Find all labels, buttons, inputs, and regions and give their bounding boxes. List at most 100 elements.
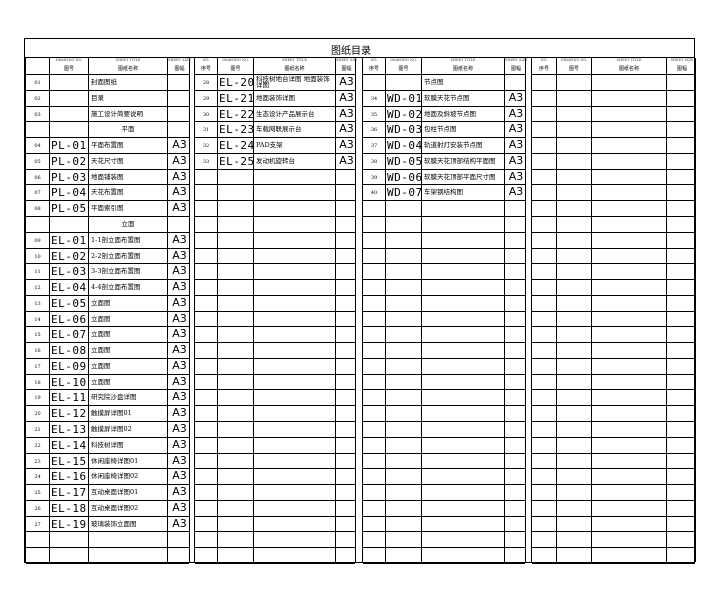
table-row bbox=[363, 548, 525, 564]
cell-no: 28 bbox=[195, 75, 218, 90]
cell-title bbox=[422, 374, 505, 390]
cell-no bbox=[363, 75, 386, 90]
cell-size: A3 bbox=[172, 185, 187, 199]
cell-size: A3 bbox=[172, 153, 187, 167]
cell-size bbox=[667, 107, 697, 122]
header-cn-label: 序号 bbox=[200, 66, 211, 72]
cell-size bbox=[505, 312, 527, 327]
header-cn-label: 序号 bbox=[368, 66, 379, 72]
cell-no: 23 bbox=[26, 453, 50, 469]
cell-size bbox=[336, 469, 357, 484]
cell-drawing: EL-18 bbox=[50, 500, 89, 516]
cell-drawing: PL-04 bbox=[50, 185, 89, 201]
header-size: SHEET SIZE 图幅 bbox=[336, 58, 357, 74]
cell-drawing: EL-24 bbox=[219, 138, 254, 153]
cell-no bbox=[363, 422, 386, 437]
cell-no bbox=[532, 516, 557, 532]
cell-size bbox=[336, 548, 357, 563]
table-row bbox=[532, 390, 697, 407]
cell-no: 12 bbox=[26, 280, 50, 295]
cell-title bbox=[422, 280, 505, 295]
cell-drawing bbox=[557, 390, 592, 406]
cell-size bbox=[336, 406, 357, 421]
table-row: 01 封面图纸 bbox=[26, 75, 189, 91]
cell-title: 立面图 bbox=[89, 374, 168, 390]
cell-size: A3 bbox=[172, 453, 187, 467]
cell-title bbox=[592, 358, 667, 374]
cell-title bbox=[254, 548, 336, 563]
cell-no bbox=[195, 422, 218, 437]
cell-drawing bbox=[557, 264, 592, 280]
header-en-label: SHEET TITLE bbox=[616, 58, 642, 62]
cell-no bbox=[532, 532, 557, 548]
cell-drawing bbox=[386, 500, 422, 516]
table-row bbox=[195, 406, 357, 423]
cell-size: A3 bbox=[172, 485, 187, 499]
cell-drawing bbox=[557, 406, 592, 422]
cell-size bbox=[336, 485, 357, 500]
table-row: 32 EL-24 PAD支架 A3 bbox=[195, 138, 355, 154]
table-row: 10 EL-02 2-2剖立面布置图 A3 bbox=[26, 248, 189, 265]
table-row bbox=[195, 216, 355, 233]
cell-size bbox=[505, 343, 527, 358]
cell-no bbox=[363, 248, 386, 264]
table-row bbox=[195, 453, 355, 470]
cell-drawing bbox=[557, 122, 592, 138]
cell-title bbox=[592, 106, 667, 122]
cell-no bbox=[532, 485, 557, 500]
header-cn-label: 图幅 bbox=[676, 66, 687, 72]
cell-no bbox=[26, 122, 50, 138]
table-row: 18 EL-10 立面图 A3 bbox=[26, 374, 189, 391]
cell-title bbox=[254, 185, 336, 201]
cell-title bbox=[592, 437, 667, 453]
cell-drawing: EL-03 bbox=[50, 264, 89, 280]
cell-drawing bbox=[386, 311, 422, 327]
cell-title bbox=[254, 516, 336, 532]
cell-title bbox=[254, 327, 336, 343]
cell-drawing: EL-10 bbox=[50, 374, 89, 390]
title-row: 图纸目录 bbox=[25, 39, 694, 58]
table-row bbox=[195, 485, 355, 501]
table-row: 30 EL-22 生态设计产品展示台 A3 bbox=[195, 106, 355, 123]
cell-title: 立面图 bbox=[89, 311, 168, 327]
cell-title: PAD支架 bbox=[254, 138, 336, 153]
cell-title: 目录 bbox=[89, 90, 168, 106]
cell-drawing bbox=[557, 548, 592, 563]
cell-drawing bbox=[218, 532, 254, 548]
cell-no bbox=[532, 358, 557, 374]
cell-no bbox=[363, 311, 386, 327]
cell-drawing bbox=[386, 422, 422, 437]
cell-no: 06 bbox=[26, 169, 50, 185]
cell-size bbox=[336, 438, 357, 453]
cell-title bbox=[422, 264, 505, 280]
cell-no: 27 bbox=[26, 516, 50, 532]
cell-title bbox=[422, 453, 505, 469]
table-row bbox=[195, 264, 355, 281]
cell-size bbox=[505, 501, 527, 516]
table-row bbox=[532, 248, 695, 265]
cell-title: 研究院沙盘详图 bbox=[89, 390, 168, 406]
cell-size bbox=[336, 233, 357, 248]
cell-title bbox=[89, 548, 168, 563]
cell-size bbox=[667, 185, 697, 200]
cell-size bbox=[667, 390, 697, 405]
cell-title bbox=[254, 295, 336, 311]
cell-title bbox=[254, 469, 336, 485]
cell-drawing bbox=[218, 453, 254, 469]
header-en-label: SHEET SIZE bbox=[505, 58, 527, 62]
cell-size bbox=[667, 517, 697, 532]
cell-title bbox=[422, 548, 505, 563]
cell-size bbox=[336, 312, 357, 327]
cell-no: 11 bbox=[26, 264, 50, 280]
table-row: 36 WD-03 包柱节点图 A3 bbox=[363, 122, 525, 139]
cell-title: 地面铺装图 bbox=[89, 169, 168, 185]
cell-size bbox=[667, 438, 697, 453]
cell-size bbox=[667, 375, 697, 390]
cell-no bbox=[363, 390, 386, 406]
cell-no: 10 bbox=[26, 248, 50, 264]
cell-size: A3 bbox=[508, 90, 524, 104]
table-row bbox=[532, 485, 695, 501]
table-row: 23 EL-15 休闲座椅详图01 A3 bbox=[26, 453, 189, 470]
cell-drawing: PL-05 bbox=[50, 201, 89, 216]
cell-title: 立面图 bbox=[89, 358, 168, 374]
